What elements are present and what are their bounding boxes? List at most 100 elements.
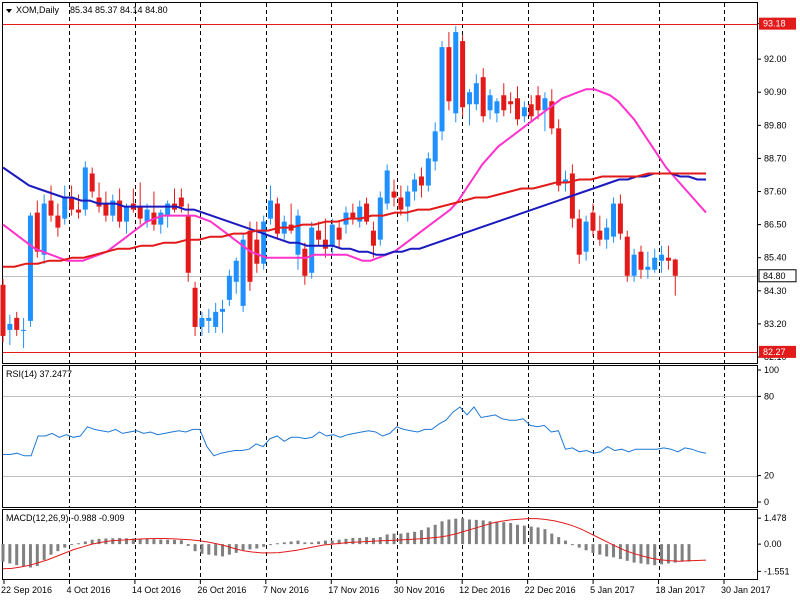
macd-histogram-bar	[406, 532, 410, 545]
candle-body	[233, 260, 239, 282]
macd-histogram-bar	[653, 544, 657, 566]
candle-body	[137, 206, 143, 219]
candle-body	[220, 308, 226, 312]
macd-histogram-bar	[214, 544, 218, 556]
macd-axis-label: 0.00	[764, 539, 782, 549]
candle-body	[370, 230, 376, 246]
candle-body	[226, 275, 232, 300]
macd-histogram-bar	[248, 544, 252, 550]
candle-body	[576, 218, 582, 255]
macd-histogram-bar	[221, 544, 225, 557]
candle-body	[329, 224, 335, 246]
time-axis-label: 22 Dec 2016	[525, 585, 576, 595]
macd-histogram-bar	[557, 537, 561, 545]
time-axis-label: 18 Jan 2017	[656, 585, 706, 595]
macd-histogram-bar	[666, 544, 670, 564]
macd-histogram-bar	[282, 542, 286, 545]
macd-histogram-bar	[646, 544, 650, 565]
candle-body	[466, 92, 472, 105]
macd-histogram-bar	[166, 539, 170, 545]
macd-histogram-bar	[317, 541, 321, 545]
time-axis-label: 30 Jan 2017	[721, 585, 771, 595]
candle-body	[14, 317, 20, 330]
macd-histogram-bar	[440, 521, 444, 545]
candle-body	[391, 191, 397, 198]
price-axis-label: 90.90	[764, 87, 787, 97]
candle-body	[48, 200, 54, 216]
macd-histogram-bar	[323, 540, 327, 545]
rsi-axis-label: 20	[764, 471, 774, 481]
macd-histogram-bar	[536, 527, 540, 545]
candle-body	[192, 287, 198, 327]
price-panel-frame[interactable]	[2, 2, 758, 364]
macd-title: MACD(12,26,9) -0.988 -0.909	[6, 513, 125, 523]
price-axis-label: 87.60	[764, 187, 787, 197]
macd-histogram-bar	[577, 544, 581, 548]
candle-body	[631, 254, 637, 276]
macd-histogram-bar	[495, 521, 499, 545]
moving-average-line	[2, 88, 707, 262]
price-axis-label: 83.20	[764, 319, 787, 329]
macd-histogram-bar	[598, 544, 602, 555]
candle-body	[405, 191, 411, 207]
candle-body	[316, 230, 322, 240]
candle-body	[123, 206, 129, 222]
macd-histogram-bar	[461, 518, 465, 545]
candle-body	[82, 167, 88, 210]
candle-body	[501, 95, 507, 111]
time-axis-label: 14 Oct 2016	[132, 585, 181, 595]
macd-histogram-bar	[207, 544, 211, 555]
macd-histogram-bar	[543, 529, 547, 545]
candle-body	[55, 215, 61, 228]
candle-body	[322, 239, 328, 249]
candle-body	[247, 230, 253, 282]
candle-body	[645, 266, 651, 270]
macd-histogram-bar	[70, 544, 74, 546]
candle-body	[549, 101, 555, 129]
candle-body	[563, 179, 569, 183]
candle-body	[309, 227, 315, 273]
candle-body	[110, 200, 116, 216]
macd-histogram-bar	[63, 544, 67, 548]
candle-body	[144, 209, 150, 222]
candle-body	[89, 173, 95, 192]
axes: 93.18 92.00 90.90 89.80 88.70 87.60 86.50 85.40…	[1, 17, 797, 595]
candle-body	[213, 311, 219, 327]
candle-body	[638, 251, 644, 270]
candle-body	[590, 212, 596, 231]
candle-body	[487, 95, 493, 111]
macd-histogram-bar	[584, 544, 588, 551]
candle-body	[542, 98, 548, 111]
candle-body	[377, 197, 383, 240]
macd-plot	[1, 518, 707, 570]
dropdown-triangle-icon[interactable]	[6, 9, 12, 13]
macd-histogram-bar	[262, 544, 266, 547]
macd-histogram-bar	[28, 544, 32, 568]
candle-body	[364, 203, 370, 222]
rsi-plot	[3, 396, 757, 477]
candle-body	[521, 107, 527, 117]
candle-body	[21, 329, 27, 331]
macd-histogram-bar	[138, 538, 142, 545]
price-axis-label: 85.40	[764, 253, 787, 263]
rsi-axis-label: 80	[764, 391, 774, 401]
candle-body	[672, 259, 678, 276]
candle-body	[412, 179, 418, 192]
macd-histogram-bar	[200, 544, 204, 554]
candle-body	[604, 227, 610, 240]
macd-histogram-bar	[529, 526, 533, 545]
macd-histogram-bar	[269, 544, 273, 546]
macd-histogram-bar	[550, 533, 554, 545]
macd-histogram-bar	[310, 542, 314, 545]
rsi-panel-frame[interactable]	[2, 365, 758, 508]
rsi-line	[3, 406, 707, 457]
macd-histogram-bar	[1, 544, 5, 562]
candle-body	[398, 197, 404, 210]
candle-body	[446, 47, 452, 102]
macd-histogram-bar	[22, 544, 26, 567]
candle-body	[185, 215, 191, 273]
macd-histogram-bar	[426, 527, 430, 545]
moving-average-line	[2, 166, 706, 256]
candle-body	[617, 203, 623, 234]
